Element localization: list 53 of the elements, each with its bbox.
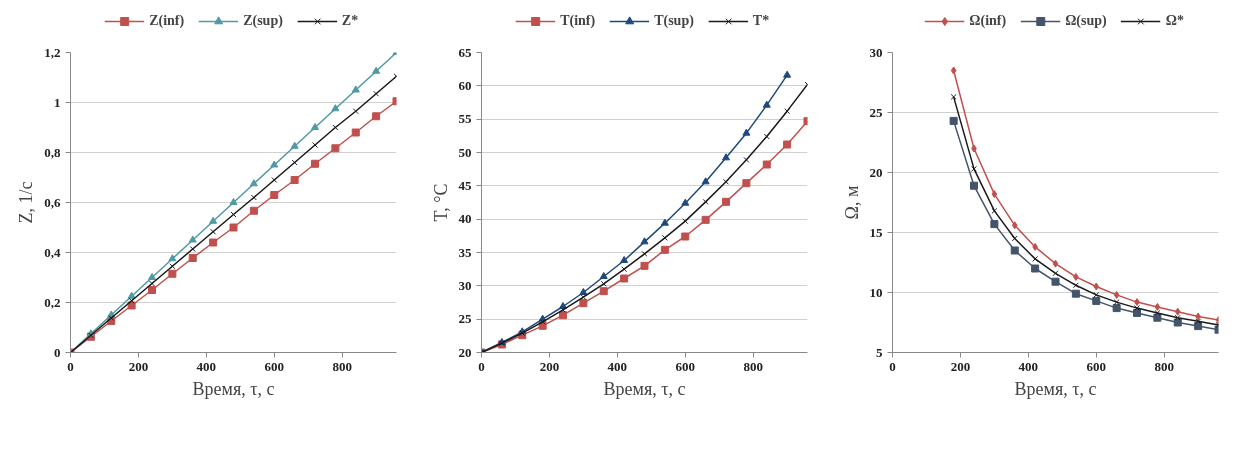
x-tick-label: 800 — [332, 358, 352, 374]
y-axis-title: Ω, м — [841, 185, 862, 220]
y-tick-label: 50 — [458, 144, 472, 160]
y-tick-label: 65 — [458, 44, 472, 60]
x-tick-label: 0 — [478, 358, 485, 374]
y-tick-label: 0 — [54, 344, 61, 360]
y-tick-label: 20 — [869, 164, 883, 180]
y-tick-label: 30 — [458, 277, 472, 293]
legend-label: Ω* — [1165, 13, 1185, 29]
y-tick-label: 1 — [54, 94, 61, 110]
y-tick-label: 1,2 — [44, 44, 61, 60]
x-tick-label: 200 — [950, 358, 971, 374]
y-tick-label: 0,4 — [44, 244, 61, 260]
x-tick-label: 800 — [743, 358, 763, 374]
y-tick-label: 30 — [869, 44, 883, 60]
y-axis-title: Z, 1/с — [16, 181, 37, 224]
x-tick-label: 600 — [1086, 358, 1106, 374]
y-tick-label: 15 — [869, 224, 883, 240]
legend-label: Z(sup) — [243, 13, 283, 29]
x-axis-title: Время, τ, с — [192, 378, 275, 399]
y-tick-label: 5 — [876, 344, 883, 360]
legend-label: Z(inf) — [149, 13, 185, 29]
legend-label: T* — [752, 13, 771, 29]
legend-label: Ω(inf) — [969, 13, 1007, 29]
legend-label: T(sup) — [654, 13, 694, 29]
y-tick-label: 0,2 — [44, 294, 61, 310]
y-tick-label: 0,8 — [44, 144, 61, 160]
x-tick-label: 400 — [607, 358, 628, 374]
x-axis-title: Время, τ, с — [1014, 378, 1097, 399]
x-tick-label: 200 — [539, 358, 560, 374]
x-axis-title: Время, τ, с — [603, 378, 686, 399]
y-tick-label: 55 — [458, 111, 472, 127]
x-tick-label: 600 — [264, 358, 284, 374]
x-tick-label: 600 — [675, 358, 695, 374]
y-tick-label: 10 — [869, 284, 883, 300]
x-tick-label: 0 — [889, 358, 896, 374]
y-tick-label: 25 — [458, 311, 472, 327]
y-tick-label: 0,6 — [44, 194, 61, 210]
legend-label: Z* — [341, 13, 360, 29]
y-tick-label: 35 — [458, 244, 472, 260]
x-tick-label: 800 — [1154, 358, 1174, 374]
y-tick-label: 40 — [458, 211, 472, 227]
y-tick-label: 20 — [458, 344, 472, 360]
legend-label: T(inf) — [560, 13, 596, 29]
y-tick-label: 45 — [458, 177, 472, 193]
legend-label: Ω(sup) — [1065, 13, 1107, 29]
y-axis-title: T, °C — [430, 183, 451, 222]
y-tick-label: 60 — [458, 77, 472, 93]
x-tick-label: 0 — [67, 358, 74, 374]
y-tick-label: 25 — [869, 104, 883, 120]
x-tick-label: 400 — [1018, 358, 1039, 374]
x-tick-label: 200 — [128, 358, 149, 374]
x-tick-label: 400 — [196, 358, 217, 374]
